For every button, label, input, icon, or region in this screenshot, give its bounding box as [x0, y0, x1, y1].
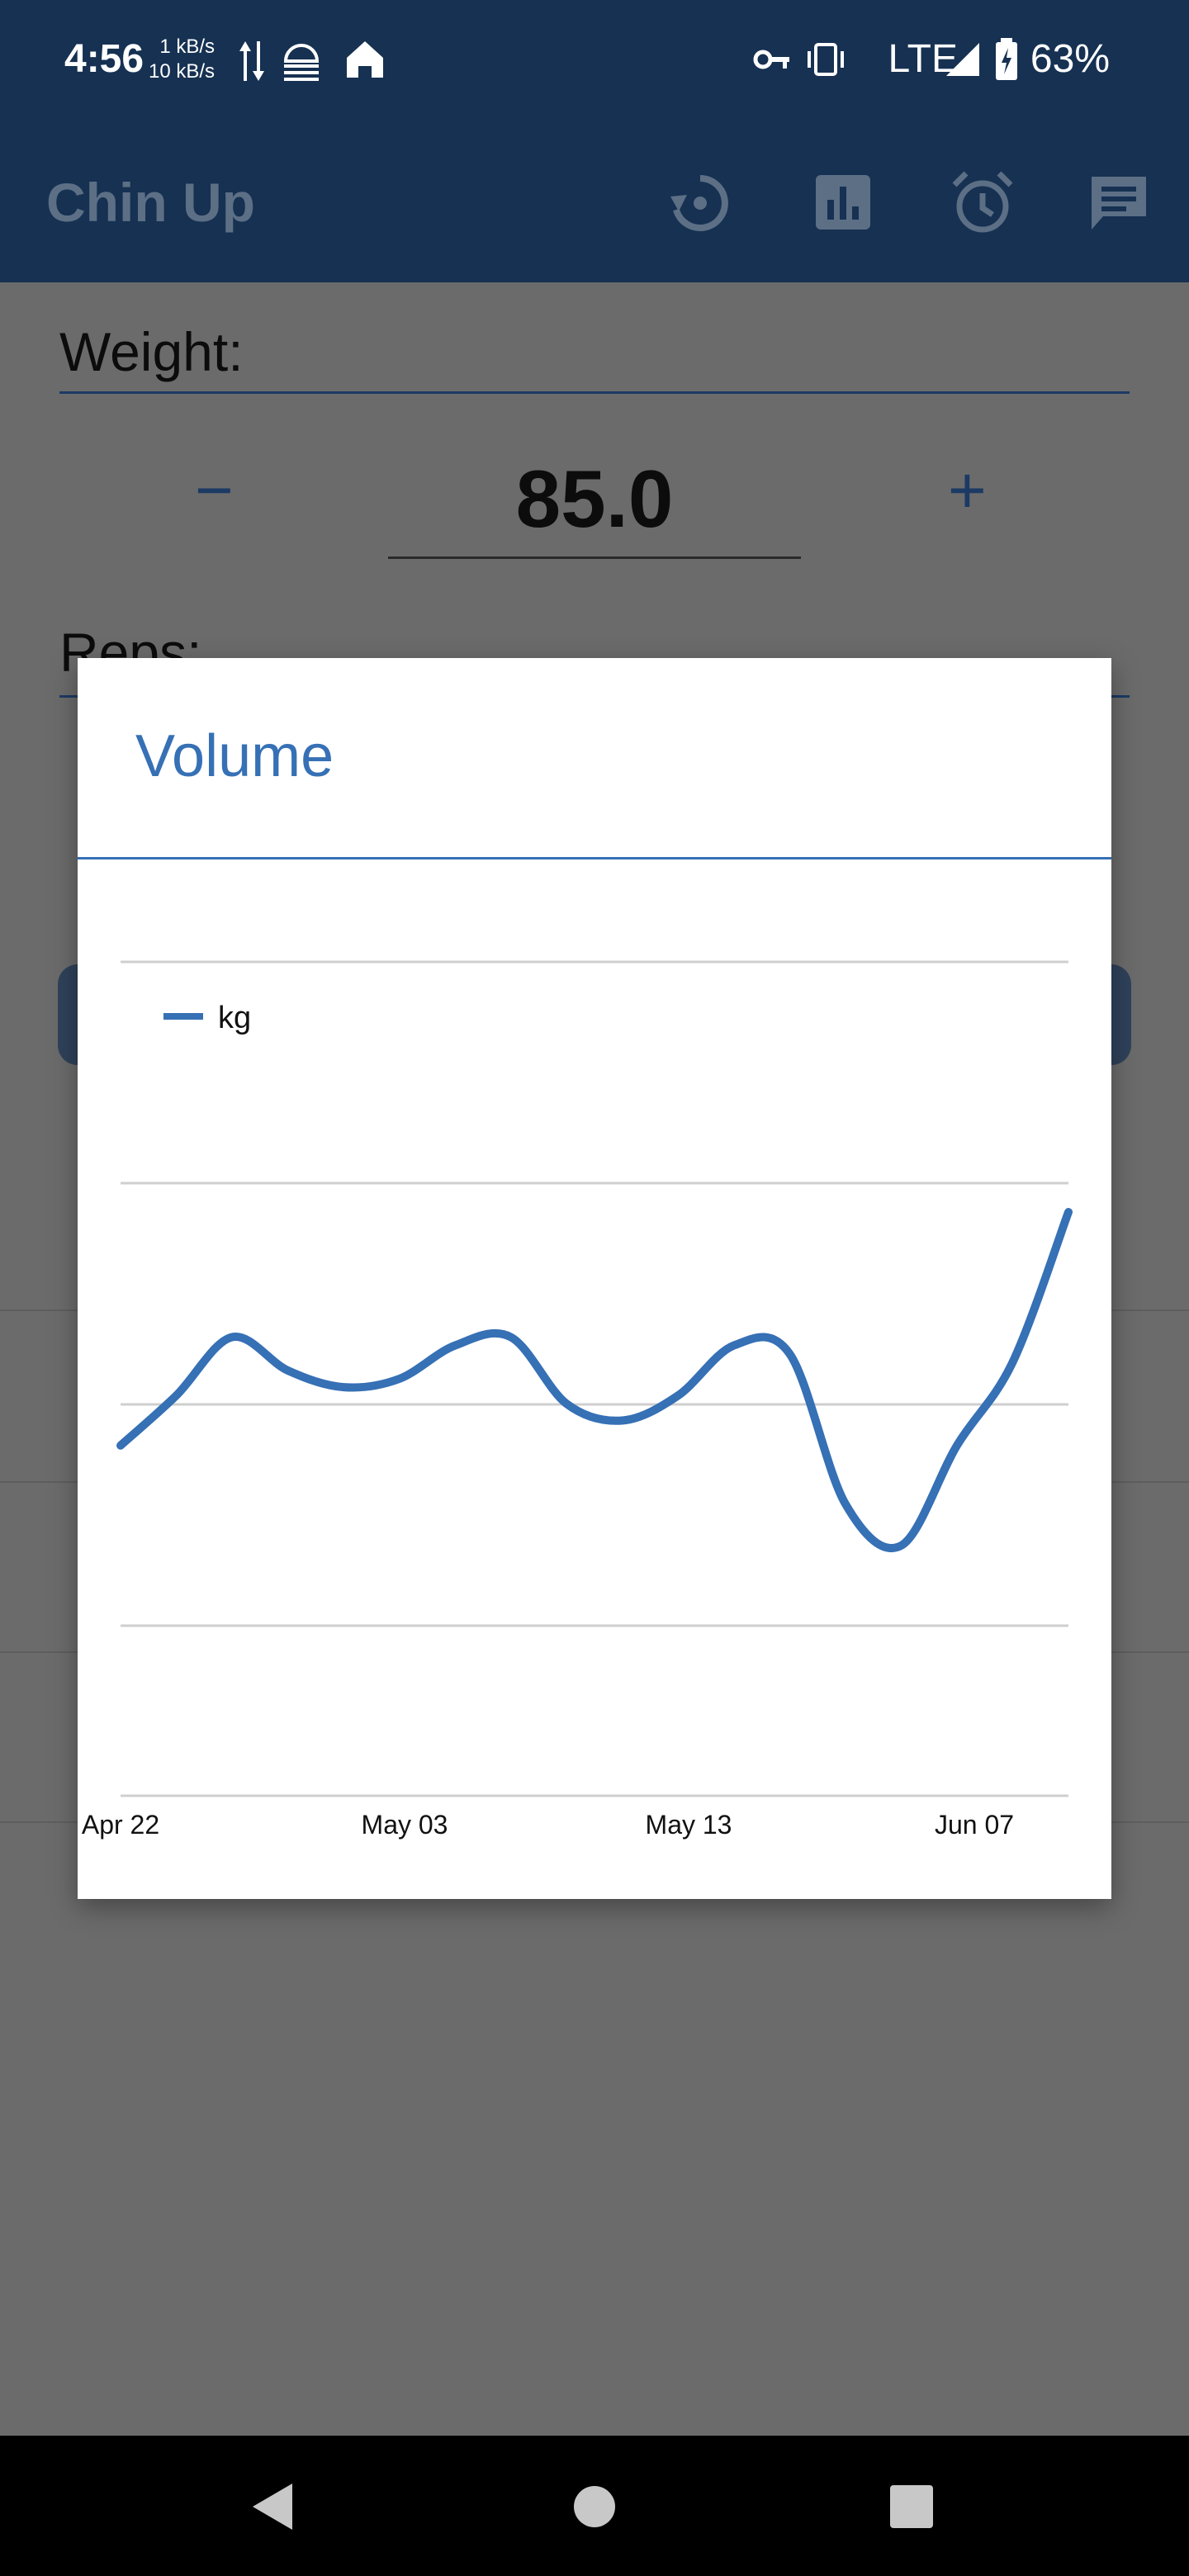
battery-icon [996, 38, 1017, 80]
legend-swatch [163, 1013, 203, 1020]
message-icon[interactable] [1088, 173, 1149, 233]
recents-icon[interactable] [888, 2484, 935, 2530]
download-speed: 10 kB/s [149, 60, 216, 83]
network-type: LTE [888, 37, 958, 81]
back-icon[interactable] [248, 2482, 297, 2531]
network-speed: 1 kB/s 10 kB/s [149, 35, 215, 84]
vibrate-icon [808, 43, 844, 76]
signal-icon [946, 43, 979, 76]
dialog-title-divider [78, 857, 1111, 859]
x-tick-label: May 03 [362, 1810, 448, 1840]
debug-icon [283, 44, 320, 81]
x-tick-label: Jun 07 [935, 1810, 1014, 1840]
data-transfer-icon [239, 41, 264, 81]
chart-icon[interactable] [816, 175, 870, 230]
x-tick-label: May 13 [646, 1810, 732, 1840]
decrement-button[interactable]: − [195, 453, 234, 527]
battery-percent: 63% [1030, 37, 1110, 81]
home-icon[interactable] [571, 2484, 618, 2530]
status-bar: 4:56 1 kB/s 10 kB/s LTE 63% [0, 0, 1189, 124]
navigation-bar [0, 2436, 1189, 2576]
x-tick-label: Apr 22 [82, 1810, 159, 1840]
increment-button[interactable]: + [948, 453, 987, 527]
weight-label: Weight: [59, 321, 244, 382]
history-icon[interactable] [669, 172, 732, 234]
vpn-shield-icon [347, 41, 383, 78]
key-icon [753, 50, 789, 69]
series-line-kg [116, 1208, 1073, 1553]
upload-speed: 1 kB/s [159, 36, 216, 58]
status-time: 4:56 [64, 37, 144, 81]
alarm-icon[interactable] [951, 170, 1014, 236]
dialog-title: Volume [135, 723, 334, 789]
weight-label-underline [59, 391, 1130, 394]
volume-dialog: Volume kg Apr 22 May 03 May 13 Jun 07 [78, 658, 1111, 1899]
weight-value[interactable]: 85.0 [515, 453, 674, 544]
app-bar [0, 124, 1189, 282]
app-title: Chin Up [46, 172, 255, 233]
weight-value-underline [388, 556, 801, 559]
legend-label: kg [218, 1001, 251, 1035]
volume-chart: kg Apr 22 May 03 May 13 Jun 07 [82, 960, 1073, 1840]
